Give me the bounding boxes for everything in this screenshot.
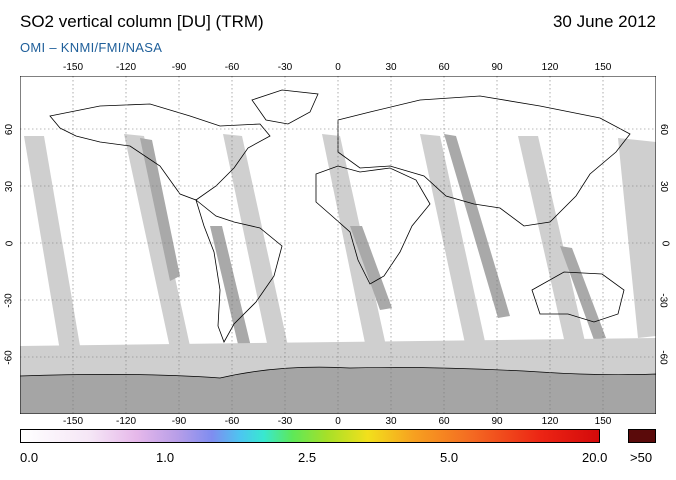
lon-tick: -120 [115,62,137,73]
lon-tick: -90 [171,416,187,427]
lon-tick: 120 [541,62,559,73]
colorbar-label: 0.0 [20,450,39,465]
lon-tick: 150 [594,416,612,427]
lon-tick: 60 [438,62,450,73]
lon-tick: 30 [385,62,397,73]
lat-tick: 0 [659,240,671,247]
lon-tick: 30 [385,416,397,427]
colorbar-label: 20.0 [582,450,608,465]
map-title: SO2 vertical column [DU] (TRM) [20,12,264,31]
lat-tick: 30 [658,180,670,193]
lon-tick: 90 [491,416,503,427]
lon-tick: -150 [62,62,84,73]
lon-tick: 60 [438,416,450,427]
colorbar-label: 2.5 [298,450,317,465]
map-date: 30 June 2012 [552,12,656,31]
lat-tick: 0 [4,240,16,247]
lon-tick: -120 [115,416,137,427]
lon-tick: -30 [277,416,293,427]
colorbar-label: 1.0 [156,450,175,465]
lat-tick: -30 [657,293,669,308]
antarctica [20,366,656,414]
lon-tick: -30 [277,62,293,73]
lon-tick: -60 [224,416,240,427]
colorbar-label: 5.0 [440,450,459,465]
lat-tick: -60 [657,350,669,365]
lon-tick: -60 [224,62,240,73]
colorbar-overflow-swatch [628,429,656,443]
lat-tick: 30 [4,180,16,193]
lon-tick: 150 [594,62,612,73]
lon-tick: 0 [335,62,341,73]
map-credit: OMI – KNMI/FMI/NASA [20,40,163,55]
lon-tick: -90 [171,62,187,73]
lat-tick: -60 [3,350,15,365]
colorbar [20,429,600,443]
lon-tick: 0 [335,416,341,427]
lat-tick: -30 [3,293,15,308]
lon-tick: 90 [491,62,503,73]
graticule [20,76,656,414]
colorbar-overflow-label: >50 [630,450,653,465]
lon-tick: -150 [62,416,84,427]
world-map [20,76,656,414]
lat-tick: 60 [658,123,670,136]
lon-tick: 120 [541,416,559,427]
lat-tick: 60 [4,123,16,136]
orbit-overlaps [140,134,606,378]
